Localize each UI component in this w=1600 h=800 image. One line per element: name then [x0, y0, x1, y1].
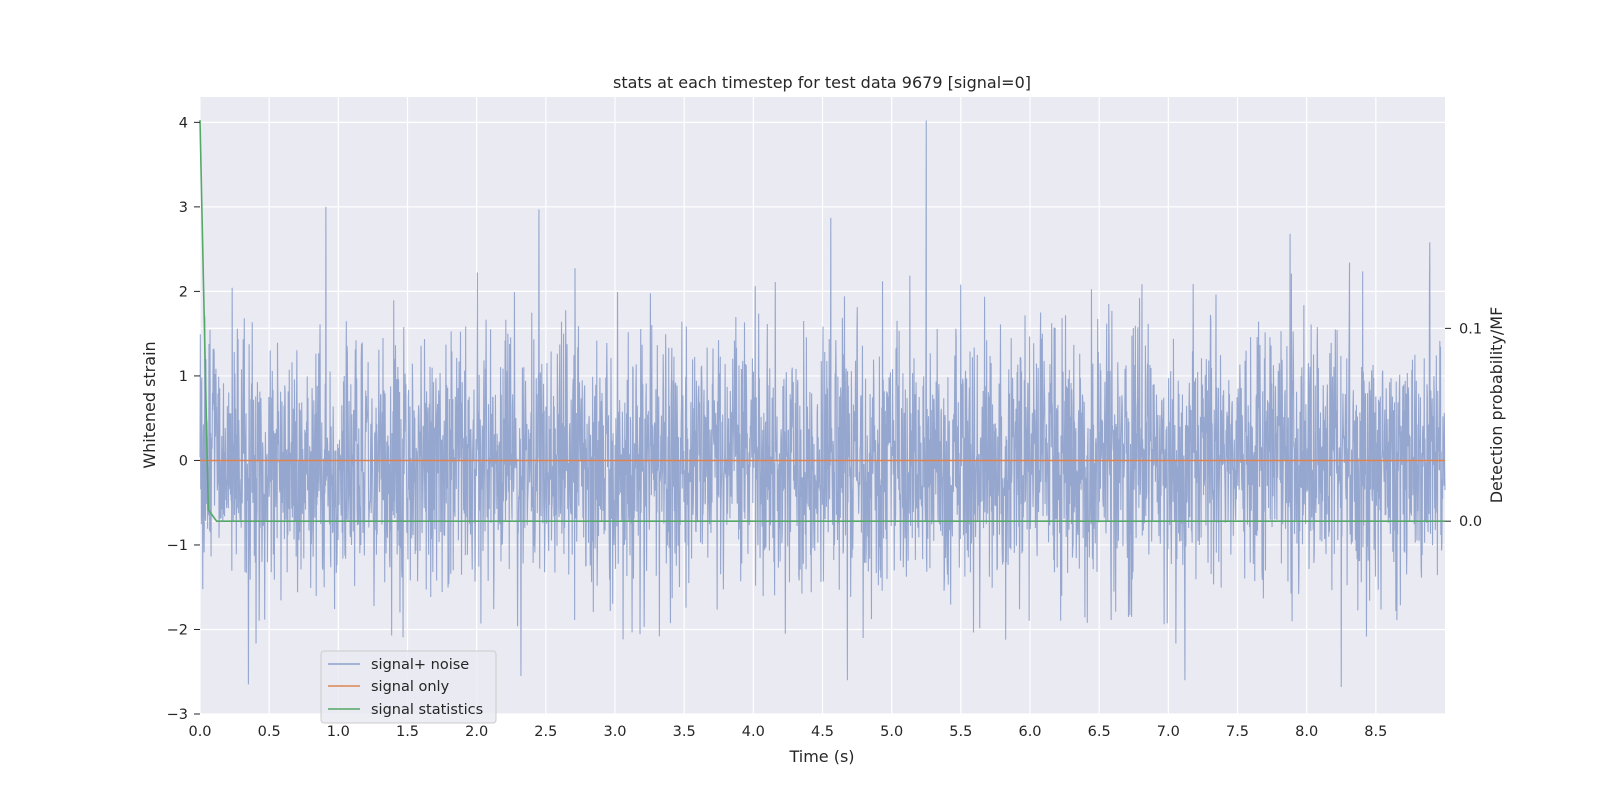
y-tick-label: 2 [179, 284, 188, 300]
x-tick-label: 6.0 [1018, 724, 1041, 740]
x-tick-label: 7.5 [1226, 724, 1249, 740]
x-tick-label: 2.0 [465, 724, 488, 740]
signal-statistics-line [199, 120, 1445, 522]
legend-label-signal-only: signal only [371, 679, 450, 695]
x-tick-label: 1.5 [396, 724, 419, 740]
x-tick-label: 1.0 [327, 724, 350, 740]
y-ticks: 4 3 2 1 0 −1 −2 −3 [167, 115, 200, 723]
y-right-tick-label: 0.1 [1459, 321, 1482, 337]
series-signal-statistics [199, 120, 1445, 522]
y-tick-label: −1 [167, 538, 188, 554]
y-tick-label: 3 [179, 200, 188, 216]
y-ticks-right: 0.1 0.0 [1445, 321, 1482, 530]
x-tick-label: 0.5 [258, 724, 281, 740]
y-tick-label: 4 [179, 115, 188, 131]
y-tick-label: −3 [167, 707, 188, 723]
y-tick-label: −2 [167, 622, 188, 638]
y-tick-label: 0 [179, 453, 188, 469]
signal-noise-line [199, 120, 1446, 687]
x-tick-label: 2.5 [534, 724, 557, 740]
x-tick-label: 4.5 [811, 724, 834, 740]
x-tick-label: 6.5 [1088, 724, 1111, 740]
x-tick-label: 5.0 [880, 724, 903, 740]
x-tick-label: 7.0 [1157, 724, 1180, 740]
y-axis-label-right: Detection probability/MF [1487, 307, 1506, 504]
y-tick-label: 1 [179, 369, 188, 385]
y-right-tick-label: 0.0 [1459, 514, 1482, 530]
x-tick-label: 8.5 [1364, 724, 1387, 740]
x-tick-label: 0.0 [188, 724, 211, 740]
legend-label-signal-noise: signal+ noise [371, 657, 469, 673]
legend-label-signal-statistics: signal statistics [371, 702, 483, 718]
chart-title: stats at each timestep for test data 967… [613, 73, 1031, 92]
x-tick-label: 5.5 [949, 724, 972, 740]
x-tick-label: 8.0 [1295, 724, 1318, 740]
x-tick-label: 3.5 [673, 724, 696, 740]
legend: signal+ noise signal only signal statist… [320, 650, 497, 724]
series-signal-noise [199, 120, 1446, 687]
y-axis-label: Whitened strain [140, 341, 159, 468]
legend-box [320, 650, 497, 724]
x-axis-label: Time (s) [788, 747, 854, 766]
x-ticks: 0.0 0.5 1.0 1.5 2.0 2.5 3.0 3.5 4.0 4.5 5.0 5.5 6.0 6… [188, 724, 1387, 740]
x-tick-label: 4.0 [742, 724, 765, 740]
x-tick-label: 3.0 [603, 724, 626, 740]
